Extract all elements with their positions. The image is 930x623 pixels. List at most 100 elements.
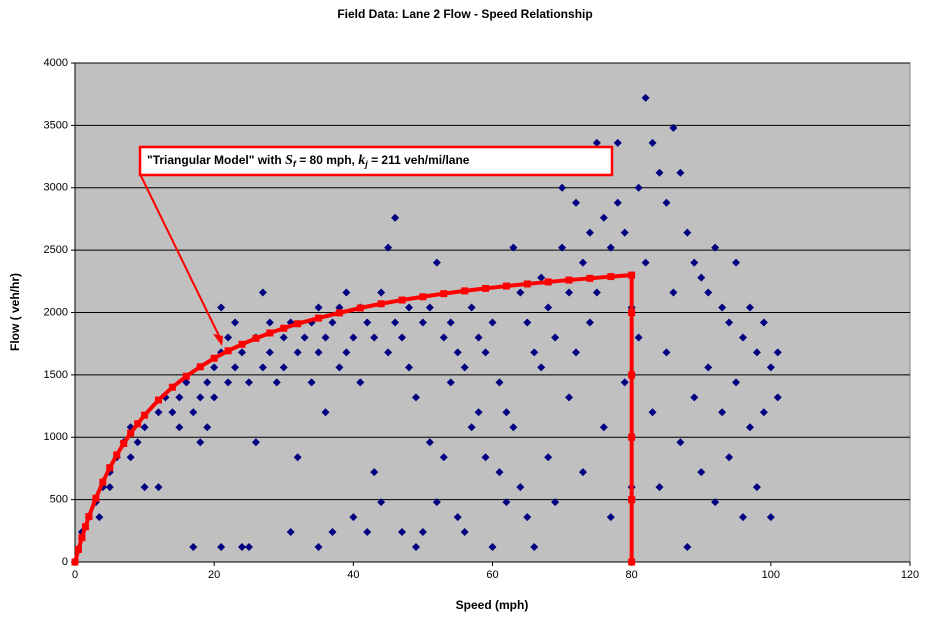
data-point	[196, 393, 205, 402]
data-point	[655, 483, 664, 492]
data-point	[558, 183, 567, 192]
data-point	[314, 348, 323, 357]
data-point	[418, 318, 427, 327]
data-point	[217, 303, 226, 312]
data-point	[592, 138, 601, 147]
model-point	[628, 496, 636, 504]
x-tick-label: 120	[901, 569, 919, 581]
data-point	[168, 408, 177, 417]
y-tick-label: 3000	[44, 182, 68, 194]
data-point	[175, 393, 184, 402]
data-point	[495, 468, 504, 477]
data-point	[189, 543, 198, 552]
x-tick-label: 60	[486, 569, 498, 581]
data-point	[558, 243, 567, 252]
model-point	[127, 429, 135, 437]
data-point	[300, 333, 309, 342]
data-point	[307, 378, 316, 387]
data-point	[690, 393, 699, 402]
data-point	[335, 363, 344, 372]
model-point	[134, 420, 142, 428]
data-point	[474, 408, 483, 417]
data-point	[342, 288, 351, 297]
model-point	[565, 276, 573, 284]
data-point	[613, 198, 622, 207]
data-point	[759, 318, 768, 327]
model-point	[168, 383, 176, 391]
model-point	[113, 451, 121, 459]
model-point	[628, 558, 636, 566]
data-point	[606, 513, 615, 522]
y-tick-label: 1000	[44, 431, 68, 443]
data-point	[363, 528, 372, 537]
data-point	[725, 453, 734, 462]
data-point	[572, 348, 580, 357]
model-point	[335, 309, 343, 317]
data-point	[203, 378, 212, 387]
data-point	[704, 288, 713, 297]
data-point	[425, 438, 434, 447]
data-point	[349, 333, 358, 342]
data-point	[140, 483, 149, 492]
data-point	[634, 183, 643, 192]
data-point	[314, 303, 323, 312]
data-point	[745, 303, 754, 312]
data-point	[231, 363, 240, 372]
data-point	[641, 93, 650, 102]
data-point	[154, 483, 163, 492]
model-point	[628, 371, 636, 379]
model-point	[106, 464, 114, 472]
data-point	[175, 423, 184, 432]
model-point	[85, 513, 93, 521]
data-point	[210, 393, 219, 402]
model-point	[224, 347, 232, 355]
data-point	[509, 423, 518, 432]
y-tick-label: 0	[62, 556, 68, 568]
model-point	[607, 273, 615, 281]
data-point	[620, 228, 629, 237]
data-point	[244, 543, 253, 552]
data-point	[446, 318, 455, 327]
annotation-part: = 80 mph,	[296, 153, 358, 167]
data-point	[328, 318, 337, 327]
data-point	[231, 318, 240, 327]
model-point	[196, 363, 204, 371]
data-point	[370, 333, 379, 342]
data-point	[356, 378, 365, 387]
data-point	[676, 168, 685, 177]
model-point	[502, 282, 510, 290]
data-point	[502, 408, 511, 417]
data-point	[495, 378, 504, 387]
data-point	[732, 378, 741, 387]
annotation-box	[138, 145, 614, 177]
data-point	[752, 348, 761, 357]
data-point	[537, 363, 546, 372]
data-point	[293, 348, 302, 357]
data-point	[572, 198, 580, 207]
x-tick-label: 100	[762, 569, 780, 581]
data-point	[95, 513, 104, 522]
data-point	[516, 483, 525, 492]
annotation-text: "Triangular Model" with Sf = 80 mph, kj …	[147, 153, 470, 169]
data-point	[279, 363, 288, 372]
data-point	[238, 543, 246, 552]
data-point	[391, 213, 400, 222]
model-point	[182, 372, 190, 380]
data-point	[773, 393, 782, 402]
y-tick-label: 500	[50, 494, 68, 506]
model-point	[377, 300, 385, 308]
data-point	[258, 363, 267, 372]
model-point	[482, 284, 490, 292]
data-point	[530, 543, 539, 552]
model-point	[628, 271, 636, 279]
data-point	[759, 408, 768, 417]
data-point	[509, 243, 518, 252]
model-point	[419, 293, 427, 301]
data-point	[662, 348, 671, 357]
model-point	[586, 274, 594, 282]
data-point	[732, 258, 741, 267]
y-tick-label: 3500	[44, 119, 68, 131]
data-point	[592, 288, 601, 297]
y-axis-label: Flow ( veh/hr)	[8, 273, 22, 351]
data-point	[669, 123, 678, 132]
